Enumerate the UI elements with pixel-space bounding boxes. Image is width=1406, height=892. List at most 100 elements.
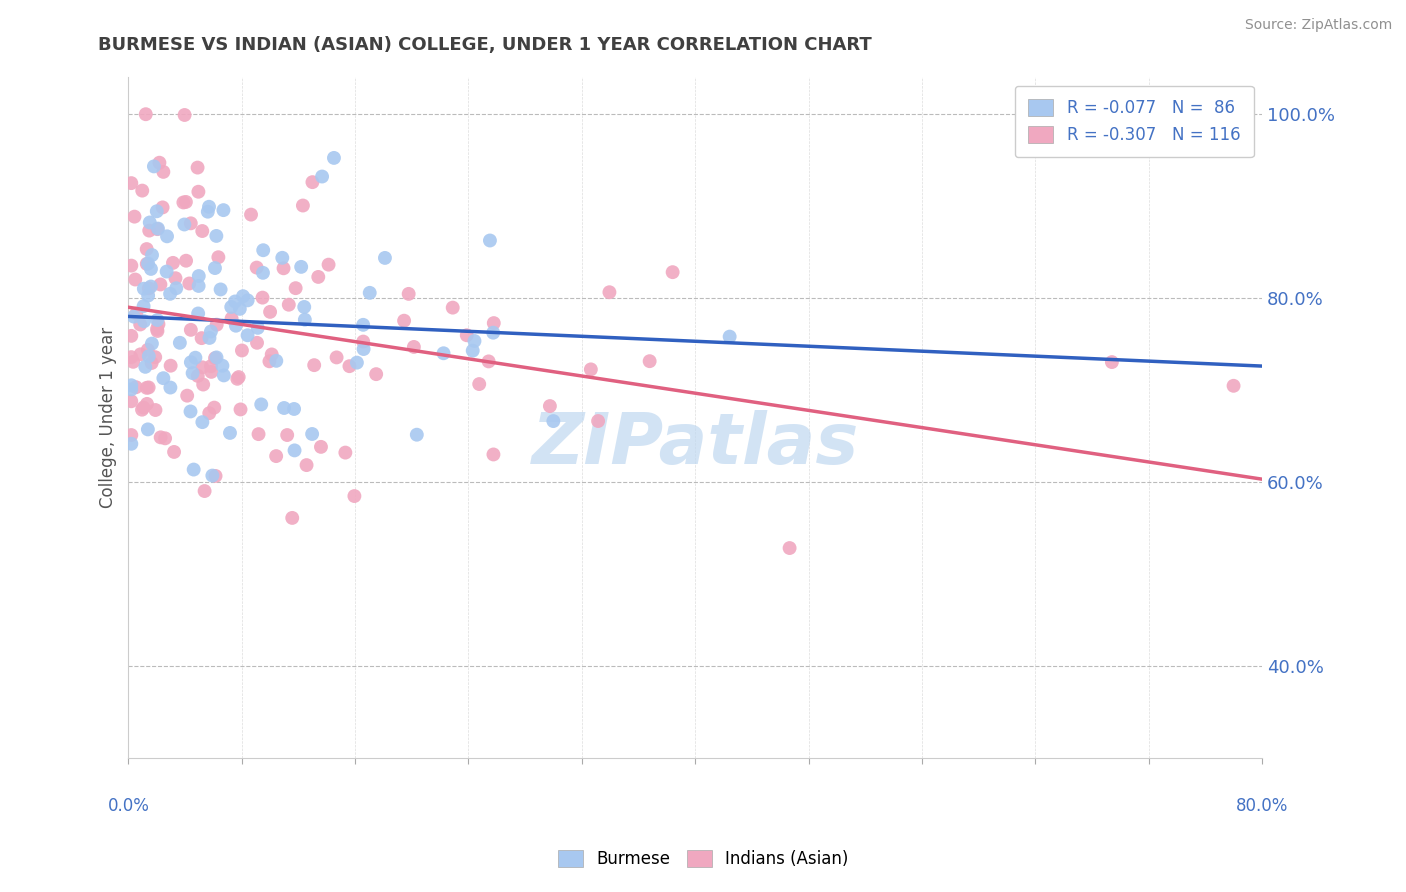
Point bbox=[190, 331, 212, 345]
Point bbox=[478, 354, 501, 368]
Point bbox=[236, 293, 259, 308]
Point bbox=[212, 368, 235, 383]
Point bbox=[246, 260, 269, 275]
Point bbox=[266, 354, 288, 368]
Point bbox=[187, 185, 209, 199]
Point bbox=[468, 377, 491, 392]
Point bbox=[120, 394, 142, 409]
Point bbox=[149, 277, 172, 292]
Point bbox=[543, 414, 565, 428]
Point bbox=[463, 334, 485, 348]
Point bbox=[200, 325, 222, 339]
Point bbox=[194, 483, 217, 498]
Point bbox=[538, 399, 561, 413]
Point bbox=[283, 401, 305, 416]
Point bbox=[165, 271, 187, 285]
Legend: Burmese, Indians (Asian): Burmese, Indians (Asian) bbox=[551, 843, 855, 875]
Point bbox=[294, 312, 316, 326]
Point bbox=[598, 285, 620, 300]
Point bbox=[173, 108, 195, 122]
Point bbox=[779, 541, 801, 555]
Point bbox=[252, 266, 274, 280]
Point bbox=[325, 351, 347, 365]
Point bbox=[135, 257, 157, 271]
Point bbox=[295, 458, 318, 472]
Point bbox=[120, 428, 142, 442]
Point bbox=[134, 359, 156, 374]
Point bbox=[187, 306, 209, 320]
Point bbox=[139, 215, 162, 229]
Point bbox=[291, 198, 314, 212]
Point bbox=[224, 294, 246, 309]
Point bbox=[135, 381, 157, 395]
Point bbox=[136, 343, 159, 357]
Point bbox=[146, 324, 169, 338]
Point bbox=[346, 356, 368, 370]
Point bbox=[145, 403, 167, 417]
Point bbox=[124, 210, 146, 224]
Point bbox=[221, 311, 243, 326]
Point bbox=[141, 248, 163, 262]
Point bbox=[201, 468, 224, 483]
Point bbox=[252, 244, 274, 258]
Point bbox=[136, 288, 159, 302]
Point bbox=[120, 383, 142, 397]
Point bbox=[141, 336, 163, 351]
Point bbox=[205, 318, 228, 332]
Point bbox=[323, 151, 346, 165]
Point bbox=[359, 285, 381, 300]
Point bbox=[478, 234, 501, 248]
Point bbox=[187, 268, 209, 283]
Point bbox=[131, 402, 153, 417]
Point bbox=[180, 355, 202, 369]
Text: BURMESE VS INDIAN (ASIAN) COLLEGE, UNDER 1 YEAR CORRELATION CHART: BURMESE VS INDIAN (ASIAN) COLLEGE, UNDER… bbox=[98, 36, 872, 54]
Text: ZIPatlas: ZIPatlas bbox=[531, 410, 859, 479]
Point bbox=[204, 351, 226, 366]
Point bbox=[132, 299, 155, 313]
Point bbox=[120, 259, 142, 273]
Point bbox=[211, 359, 233, 373]
Point bbox=[146, 313, 169, 327]
Point bbox=[152, 201, 174, 215]
Point bbox=[122, 310, 145, 324]
Point bbox=[281, 511, 304, 525]
Point bbox=[125, 380, 148, 394]
Point bbox=[180, 323, 202, 337]
Point bbox=[135, 107, 157, 121]
Point bbox=[139, 279, 162, 293]
Point bbox=[661, 265, 683, 279]
Point bbox=[141, 356, 163, 370]
Point bbox=[718, 329, 741, 343]
Point bbox=[165, 281, 187, 295]
Point bbox=[191, 415, 214, 429]
Point bbox=[225, 318, 247, 333]
Point bbox=[579, 362, 602, 376]
Point bbox=[586, 414, 609, 428]
Point bbox=[311, 169, 333, 184]
Point bbox=[226, 372, 249, 386]
Point bbox=[1101, 355, 1123, 369]
Point bbox=[179, 404, 201, 418]
Point bbox=[138, 349, 160, 363]
Point bbox=[204, 261, 226, 276]
Legend: R = -0.077   N =  86, R = -0.307   N = 116: R = -0.077 N = 86, R = -0.307 N = 116 bbox=[1015, 86, 1254, 157]
Point bbox=[156, 264, 179, 278]
Point bbox=[153, 431, 176, 445]
Point bbox=[240, 208, 263, 222]
Point bbox=[209, 282, 232, 296]
Point bbox=[162, 256, 184, 270]
Point bbox=[461, 343, 484, 358]
Point bbox=[638, 354, 661, 368]
Point bbox=[482, 326, 505, 340]
Point bbox=[183, 462, 205, 476]
Point bbox=[138, 380, 160, 394]
Point bbox=[138, 281, 160, 295]
Point bbox=[353, 342, 375, 356]
Point bbox=[138, 224, 160, 238]
Point bbox=[191, 360, 214, 375]
Point bbox=[120, 378, 142, 392]
Point bbox=[163, 445, 186, 459]
Point bbox=[148, 155, 170, 169]
Text: Source: ZipAtlas.com: Source: ZipAtlas.com bbox=[1244, 18, 1392, 32]
Point bbox=[273, 261, 295, 276]
